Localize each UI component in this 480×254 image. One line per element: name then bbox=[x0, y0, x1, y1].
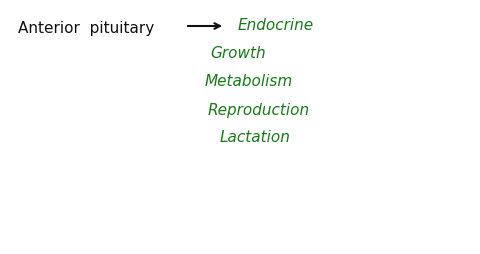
Text: Growth: Growth bbox=[210, 46, 265, 61]
Text: Lactation: Lactation bbox=[220, 131, 291, 146]
Text: Reproduction: Reproduction bbox=[208, 103, 310, 118]
Text: Metabolism: Metabolism bbox=[205, 74, 293, 89]
Text: Endocrine: Endocrine bbox=[238, 19, 314, 34]
Text: Anterior  pituitary: Anterior pituitary bbox=[18, 22, 154, 37]
